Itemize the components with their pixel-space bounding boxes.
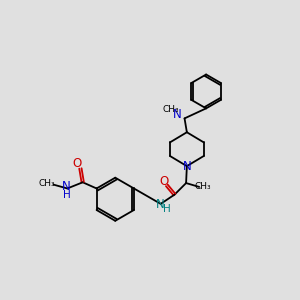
Text: N: N: [62, 180, 71, 194]
Text: CH₃: CH₃: [39, 178, 56, 188]
Text: CH₃: CH₃: [162, 105, 179, 114]
Text: N: N: [182, 160, 191, 173]
Text: N: N: [155, 198, 164, 211]
Text: N: N: [173, 108, 182, 121]
Text: O: O: [159, 175, 168, 188]
Text: CH₃: CH₃: [195, 182, 211, 191]
Text: H: H: [163, 204, 171, 214]
Text: O: O: [73, 157, 82, 169]
Text: H: H: [63, 190, 70, 200]
